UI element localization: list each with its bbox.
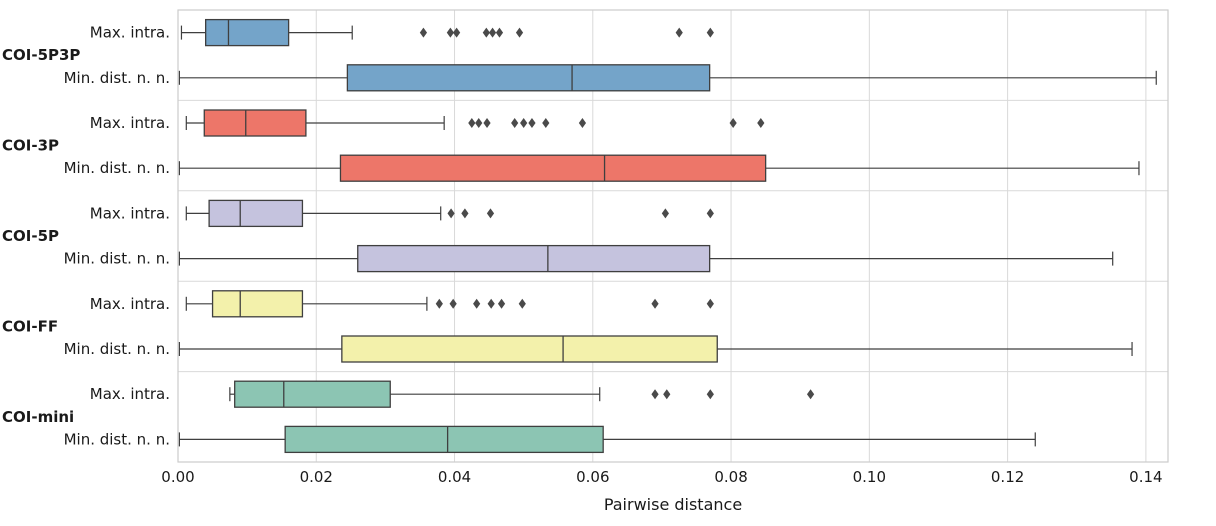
- box: [205, 18, 290, 47]
- outlier-marker: [706, 389, 714, 400]
- row-label: Min. dist. n. n.: [64, 159, 170, 177]
- box: [211, 290, 304, 318]
- outlier-marker: [483, 118, 491, 128]
- outlier-marker: [497, 298, 506, 309]
- x-tick-label: 0.00: [161, 468, 194, 486]
- outlier-marker: [515, 27, 524, 38]
- x-tick-label: 0.14: [1129, 468, 1162, 486]
- x-tick-label: 0.08: [714, 468, 747, 486]
- outlier-marker: [487, 298, 495, 309]
- outlier-marker: [806, 389, 815, 400]
- outlier-marker: [475, 118, 483, 128]
- row-label: Max. intra.: [90, 295, 170, 313]
- row-label: Min. dist. n. n.: [64, 430, 170, 448]
- box: [357, 244, 711, 273]
- box: [208, 199, 304, 228]
- outlier-marker: [661, 208, 669, 219]
- outlier-marker: [520, 118, 528, 128]
- box: [234, 380, 391, 408]
- outlier-marker: [488, 27, 497, 38]
- box: [339, 154, 767, 182]
- outlier-marker: [706, 208, 714, 219]
- outlier-marker: [449, 298, 457, 309]
- group-label: COI-3P: [2, 137, 59, 155]
- plot-border: [177, 9, 1169, 463]
- x-axis-label: Pairwise distance: [604, 495, 742, 514]
- row-label: Min. dist. n. n.: [64, 69, 170, 87]
- outlier-marker: [542, 118, 550, 128]
- x-tick-label: 0.06: [576, 468, 609, 486]
- x-tick-label: 0.04: [438, 468, 471, 486]
- outlier-marker: [482, 27, 490, 38]
- group-label: COI-FF: [2, 317, 58, 335]
- row-label: Max. intra.: [90, 24, 170, 42]
- box: [284, 425, 604, 454]
- row-label: Min. dist. n. n.: [64, 250, 170, 268]
- outlier-marker: [706, 27, 714, 38]
- outlier-marker: [461, 208, 469, 219]
- outlier-marker: [446, 27, 454, 38]
- outlier-marker: [468, 118, 476, 128]
- box: [341, 335, 718, 363]
- outlier-marker: [453, 27, 461, 38]
- outlier-marker: [757, 118, 765, 128]
- outlier-marker: [435, 298, 443, 309]
- row-label: Min. dist. n. n.: [64, 340, 170, 358]
- box: [346, 64, 711, 92]
- outlier-marker: [495, 27, 504, 38]
- outlier-marker: [663, 389, 671, 400]
- group-label: COI-5P: [2, 227, 59, 245]
- row-label: Max. intra.: [90, 385, 170, 403]
- group-label: COI-mini: [2, 408, 74, 426]
- outlier-marker: [578, 118, 587, 128]
- box: [203, 109, 307, 137]
- row-label: Max. intra.: [90, 204, 170, 222]
- outlier-marker: [675, 27, 683, 38]
- outlier-marker: [651, 298, 659, 309]
- outlier-marker: [651, 389, 659, 400]
- x-tick-label: 0.10: [853, 468, 886, 486]
- x-tick-label: 0.12: [991, 468, 1024, 486]
- row-label: Max. intra.: [90, 114, 170, 132]
- outlier-marker: [473, 298, 481, 309]
- outlier-marker: [729, 118, 737, 128]
- outlier-marker: [528, 118, 536, 128]
- outlier-marker: [486, 208, 495, 219]
- outlier-marker: [419, 27, 428, 38]
- outlier-marker: [447, 208, 455, 219]
- group-label: COI-5P3P: [2, 46, 80, 64]
- outlier-marker: [518, 298, 526, 309]
- x-tick-label: 0.02: [300, 468, 333, 486]
- outlier-marker: [511, 118, 519, 128]
- outlier-marker: [706, 298, 714, 309]
